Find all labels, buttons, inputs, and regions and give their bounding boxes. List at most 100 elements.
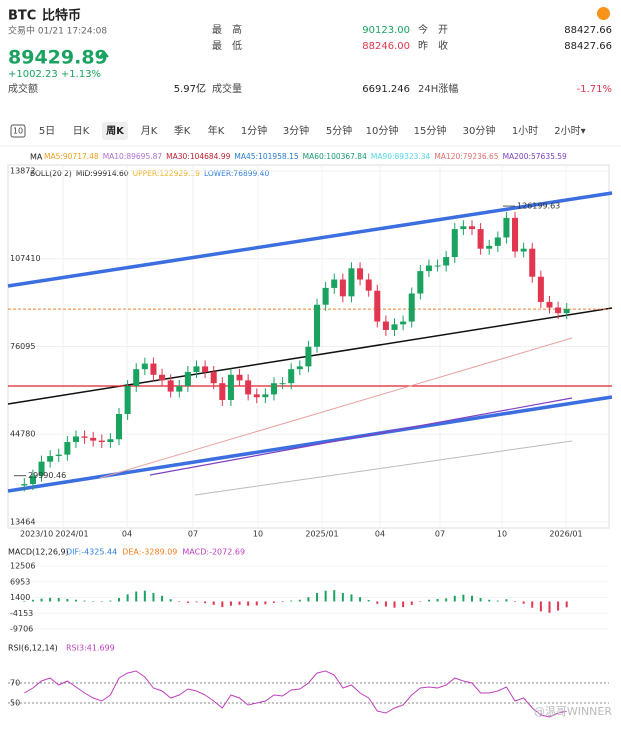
stat-value: 90123.00 [362,25,410,36]
candle [253,394,260,398]
candle [72,436,79,443]
macd-legend: DIF:-4325.44 [66,548,117,557]
macd-bar [143,590,146,602]
macd-title: MACD(12,26,9) [8,548,69,557]
stat-label: 最 高 [212,23,242,36]
tab[interactable]: 2小时▾ [554,125,585,137]
tab[interactable]: 3分钟 [283,124,309,137]
candle [107,439,114,443]
stat-value: -1.71% [577,84,612,95]
macd-bar [350,594,353,602]
macd-bar [221,601,224,608]
candle [90,437,97,441]
candle [400,321,407,325]
tab[interactable]: 30分钟 [463,124,496,137]
macd-bar [496,600,499,602]
macd-bar [272,601,275,603]
macd-bar [74,599,77,602]
macd-bar [470,595,473,602]
macd-bar [376,601,379,604]
tab[interactable]: 季K [174,125,191,137]
macd-bar [264,601,267,605]
stat-label: 昨 收 [418,39,448,52]
change: +1002.23 +1.13% [8,69,101,80]
y-tick-label: 50 [10,699,20,708]
ma-legend: MA120:79236.65 [434,152,498,161]
macd-bar [316,592,319,602]
tab[interactable]: 周K [106,125,125,137]
y-tick-label: 13872 [10,167,35,176]
candle [279,383,286,385]
macd-bar [57,598,60,602]
candle [245,380,252,395]
ma-legend: MA5:90717.48 [44,152,99,161]
candle [512,217,519,252]
macd-bar [23,600,26,602]
tab-selected-bg [102,122,128,140]
x-tick-label: 10 [497,530,507,539]
y-tick-label: 1400 [10,593,30,602]
tab[interactable]: 5日 [39,126,55,137]
candle [460,226,467,230]
macd-bar [462,594,465,602]
macd-bar [290,600,293,602]
candle [520,248,527,252]
candle [202,366,209,372]
candle [391,324,398,330]
x-tick-label: 2024/01 [55,530,88,539]
candle [563,309,570,314]
macd-bar [419,601,422,603]
symbol: BTC [8,9,36,24]
btc-icon [597,7,610,20]
tab[interactable]: 1分钟 [241,124,267,137]
macd-bar [109,600,112,602]
stat-label: 24H涨幅 [418,82,458,95]
candle [305,346,312,367]
candle [529,248,536,277]
ma-legend: MA90:89323.34 [371,152,431,161]
macd-bar [247,601,250,606]
macd-legend: MACD:-2072.69 [182,548,245,557]
candle [55,454,62,457]
macd-bar [298,599,301,602]
tab[interactable]: 10 [13,127,23,136]
tab[interactable]: 1小时 [512,125,538,137]
macd-bar [161,595,164,602]
macd-bar [66,598,69,602]
y-tick-label: 76095 [10,342,35,351]
candle [184,371,191,386]
tab[interactable]: 日K [73,126,90,137]
stat-label: 成交量 [212,82,242,95]
candle [331,279,338,288]
candle [176,385,183,392]
ma-legend: MA200:57635.59 [503,152,567,161]
status: 交易中 01/21 17:24:08 [8,25,107,37]
candle [98,440,105,443]
tab[interactable]: 15分钟 [414,124,447,137]
y-tick-label: -4153 [10,609,33,618]
candle [357,268,364,280]
candle [81,436,88,438]
y-tick-label: 107410 [10,254,41,263]
macd-bar [31,599,34,602]
macd-bar [204,601,207,604]
tab[interactable]: 月K [141,125,158,137]
ma-200 [194,440,573,496]
macd-bar [479,598,482,602]
macd-bar [229,601,232,606]
macd-bar [307,597,310,602]
candle [477,229,484,249]
tab[interactable]: 5分钟 [326,124,352,137]
channel-top [7,191,613,288]
tab[interactable]: 10分钟 [366,124,399,137]
candle [537,276,544,302]
macd-bar [341,592,344,602]
boll-legend: LOWER:76899.40 [204,169,269,178]
stat-label: 今 开 [418,23,448,36]
macd-bar [410,601,413,605]
tab[interactable]: 年K [208,124,225,137]
candle [270,383,277,395]
candle [124,385,131,415]
macd-bar [436,598,439,602]
